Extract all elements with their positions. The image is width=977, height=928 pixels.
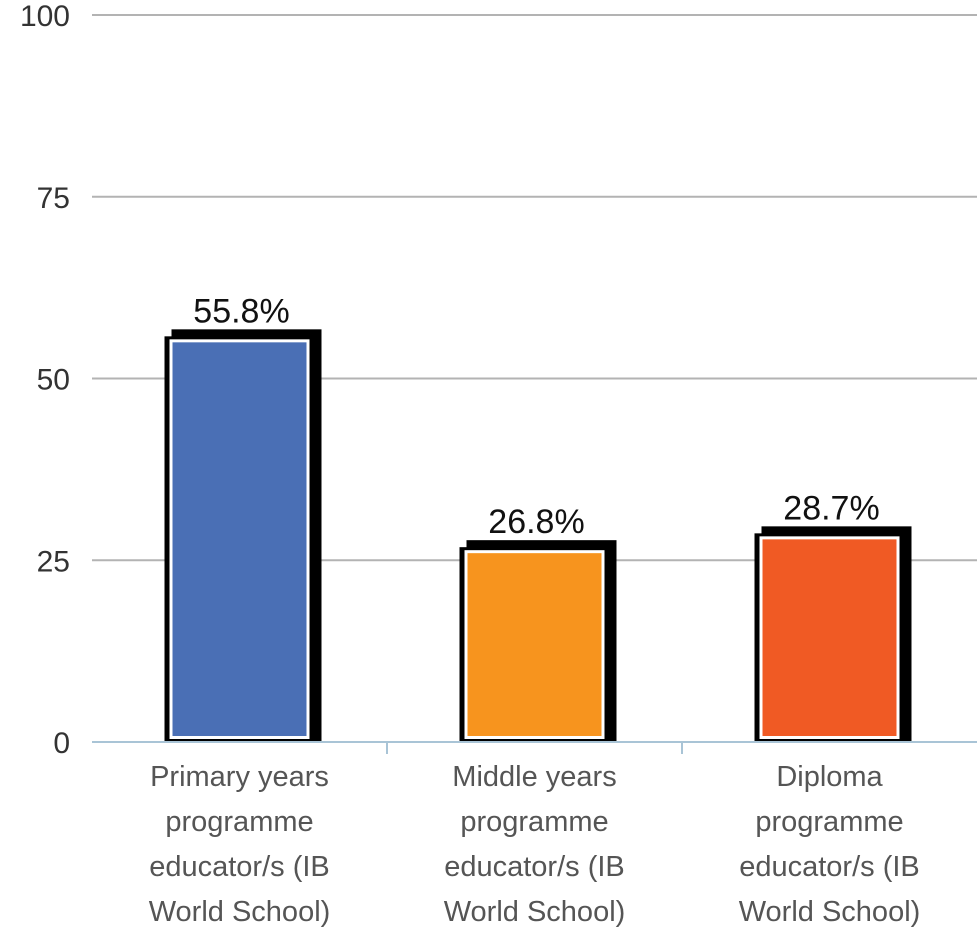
x-category-label: Primary years programme educator/s (IB Worl…	[149, 761, 331, 928]
y-tick-label: 50	[37, 364, 70, 397]
y-axis: 0 25 50 75 100	[20, 0, 70, 760]
bars: 55.8% 26.8% 28.7%	[164, 292, 912, 742]
bar	[467, 553, 602, 736]
x-category-label: Diploma programme educator/s (IB World Scho…	[739, 761, 921, 928]
x-category-label: Middle years programme educator/s (IB World…	[444, 761, 626, 928]
x-axis: Primary years programme educator/s (IB Worl…	[92, 741, 977, 928]
y-tick-label: 100	[20, 0, 70, 33]
bar	[762, 539, 897, 736]
bar	[172, 342, 307, 736]
y-tick-label: 75	[37, 182, 70, 215]
data-label: 26.8%	[488, 503, 584, 541]
y-tick-label: 25	[37, 545, 70, 578]
y-tick-label: 0	[53, 727, 70, 760]
data-label: 28.7%	[783, 489, 879, 527]
data-label: 55.8%	[193, 292, 289, 330]
